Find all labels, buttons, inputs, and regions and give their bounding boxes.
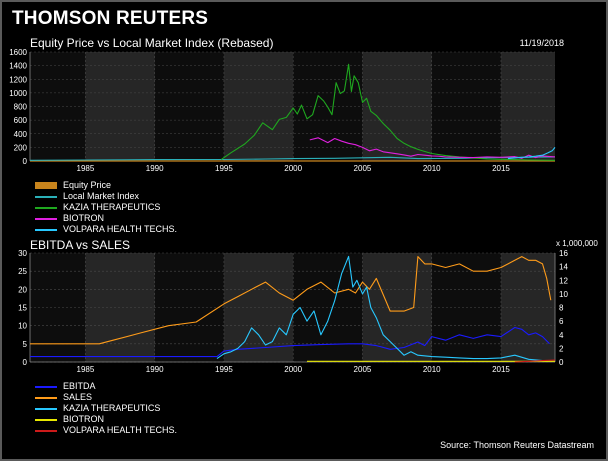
- chart1-ytick-label: 200: [14, 143, 28, 152]
- chart2-legend-label: BIOTRON: [63, 414, 105, 424]
- chart1-ytick-label: 1600: [9, 48, 27, 57]
- chart2-ytick-label: 0: [23, 358, 28, 367]
- chart2-yright-tick-label: 12: [559, 276, 568, 285]
- chart1-xtick-label: 2000: [284, 164, 302, 173]
- chart2-legend-swatch: [35, 386, 57, 388]
- chart1-legend-item: Local Market Index: [35, 191, 177, 202]
- chart2-legend-item: BIOTRON: [35, 414, 177, 425]
- chart2-xtick-label: 1985: [77, 365, 95, 374]
- chart2-legend-item: SALES: [35, 392, 177, 403]
- chart1-legend-swatch: [35, 229, 57, 231]
- chart1-legend-swatch: [35, 196, 57, 198]
- chart1-legend-label: Equity Price: [63, 180, 112, 190]
- chart2-legend-label: KAZIA THERAPEUTICS: [63, 403, 161, 413]
- chart2-band: [362, 253, 432, 362]
- chart1-legend: Equity Price Local Market Index KAZIA THER…: [35, 180, 177, 235]
- chart1-legend-label: BIOTRON: [63, 213, 105, 223]
- chart1-series-kazia-therapeutics: [220, 63, 556, 161]
- chart1-ytick-label: 800: [14, 103, 28, 112]
- chart2-yright-tick-label: 10: [559, 290, 568, 299]
- chart1-band: [362, 52, 432, 161]
- chart1-legend-label: Local Market Index: [63, 191, 140, 201]
- chart1-legend-label: VOLPARA HEALTH TECHS.: [63, 224, 178, 234]
- chart1-legend-item: KAZIA THERAPEUTICS: [35, 202, 177, 213]
- chart2-legend-label: EBITDA: [63, 381, 96, 391]
- chart2-legend-swatch: [35, 408, 57, 410]
- chart2-legend-label: SALES: [63, 392, 93, 402]
- chart1-legend-swatch: [35, 218, 57, 220]
- chart2-yright-tick-label: 4: [559, 331, 564, 340]
- chart2-series-volpara-health-techs: [514, 359, 556, 363]
- chart2-legend-label: VOLPARA HEALTH TECHS.: [63, 425, 178, 435]
- chart2-xtick-label: 2015: [492, 365, 510, 374]
- chart2-legend-item: KAZIA THERAPEUTICS: [35, 403, 177, 414]
- chart2-yright-tick-label: 8: [559, 304, 564, 313]
- chart1-xtick-label: 1995: [215, 164, 233, 173]
- chart1-xtick-label: 1985: [77, 164, 95, 173]
- chart2-xtick-label: 1990: [146, 365, 164, 374]
- brand-title: THOMSON REUTERS: [12, 8, 209, 29]
- chart2-ytick-label: 15: [18, 304, 27, 313]
- chart2-ytick-label: 10: [18, 322, 27, 331]
- chart2-ytick-label: 20: [18, 285, 27, 294]
- chart2-yright-tick-label: 14: [559, 263, 568, 272]
- chart1-ytick-label: 1200: [9, 75, 27, 84]
- chart2-series-kazia-therapeutics: [216, 255, 543, 362]
- chart1-legend-item: VOLPARA HEALTH TECHS.: [35, 224, 177, 235]
- chart1-xtick-label: 2015: [492, 164, 510, 173]
- chart2-legend-item: EBITDA: [35, 381, 177, 392]
- chart1-xtick-label: 2010: [423, 164, 441, 173]
- chart2-legend-item: VOLPARA HEALTH TECHS.: [35, 425, 177, 436]
- chart1-series-volpara-health-techs: [507, 147, 556, 160]
- chart2-xtick-label: 2010: [423, 365, 441, 374]
- chart1-legend-swatch: [35, 182, 57, 189]
- chart2-xtick-label: 2005: [354, 365, 372, 374]
- chart1-legend-item: BIOTRON: [35, 213, 177, 224]
- chart2-legend-swatch: [35, 419, 57, 421]
- chart2-ytick-label: 5: [23, 340, 28, 349]
- chart2-yright-tick-label: 16: [559, 249, 568, 258]
- chart1-ytick-label: 1400: [9, 62, 27, 71]
- chart2-series-ebitda: [30, 326, 550, 358]
- chart1-ytick-label: 600: [14, 116, 28, 125]
- chart2-legend-swatch: [35, 397, 57, 399]
- chart2-legend: EBITDA SALES KAZIA THERAPEUTICS BIOTRON VOLP…: [35, 381, 177, 436]
- chart2-xtick-label: 2000: [284, 365, 302, 374]
- chart2-title: EBITDA vs SALES: [30, 238, 131, 252]
- chart1-legend-swatch: [35, 207, 57, 209]
- chart1-ytick-label: 1000: [9, 89, 27, 98]
- chart1-xtick-label: 2005: [354, 164, 372, 173]
- chart1-ytick-label: 0: [23, 157, 28, 166]
- report-date: 11/19/2018: [519, 38, 564, 48]
- chart2-xtick-label: 1995: [215, 365, 233, 374]
- chart1-title: Equity Price vs Local Market Index (Reba…: [30, 36, 274, 50]
- chart1-xtick-label: 1990: [146, 164, 164, 173]
- chart1-series-local-market-index: [29, 156, 556, 161]
- chart2-yright-tick-label: 2: [559, 344, 564, 353]
- chart1-series-biotron: [309, 137, 556, 159]
- source-note: Source: Thomson Reuters Datastream: [440, 440, 594, 450]
- chart2-legend-swatch: [35, 430, 57, 432]
- chart2-right-axis-unit: x 1,000,000: [556, 239, 598, 248]
- chart1-ytick-label: 400: [14, 130, 28, 139]
- chart1-legend-item: Equity Price: [35, 180, 177, 191]
- chart2-ytick-label: 30: [18, 249, 27, 258]
- chart2-series-sales: [30, 256, 552, 345]
- chart2-ytick-label: 25: [18, 267, 27, 276]
- chart2-yright-tick-label: 6: [559, 317, 564, 326]
- chart2-yright-tick-label: 0: [559, 358, 564, 367]
- chart1-legend-label: KAZIA THERAPEUTICS: [63, 202, 161, 212]
